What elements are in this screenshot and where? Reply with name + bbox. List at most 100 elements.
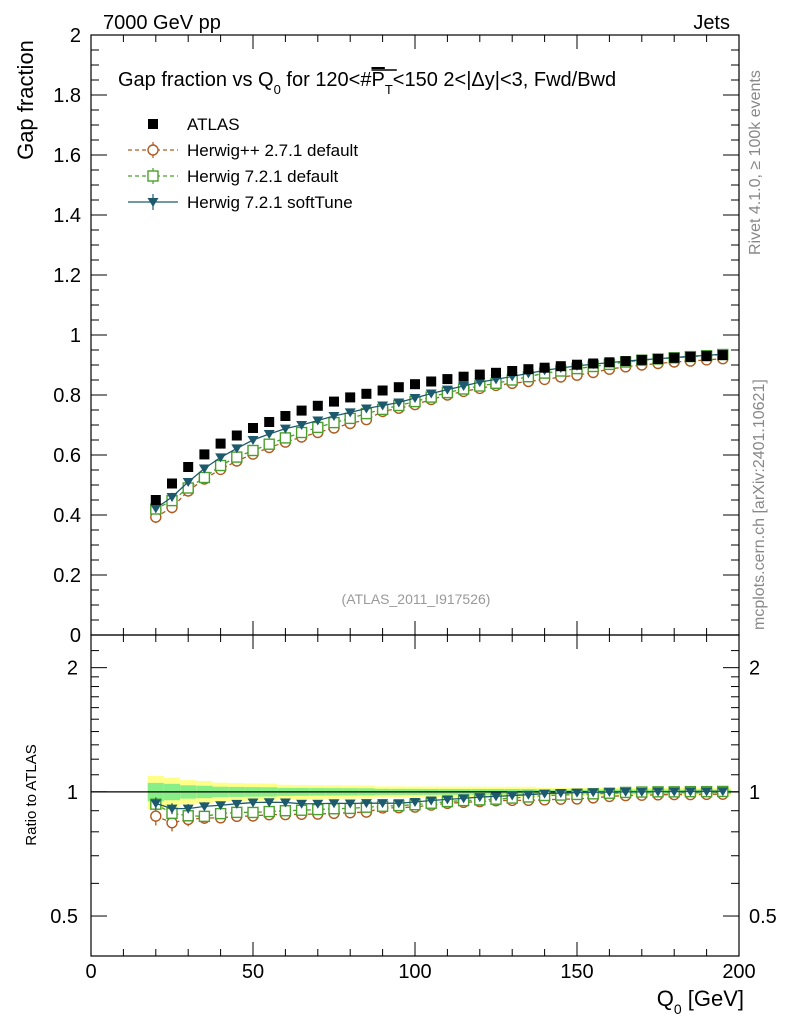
main-data-point [279,432,292,444]
x-tick-label: 100 [398,961,431,983]
main-data-point [279,424,291,434]
main-data-point [296,405,307,416]
ratio-data-point [198,802,210,812]
main-y-tick-label: 0.6 [53,445,81,467]
main-data-point [166,493,178,502]
ratio-data-point [247,798,259,808]
main-data-point [344,408,356,418]
main-y-tick-label: 0.4 [53,505,81,527]
main-data-point [458,382,470,391]
legend-marker [147,144,159,156]
main-data-point [215,438,226,449]
main-series-atlas [150,350,728,505]
main-data-point [474,369,485,380]
legend-entry: ATLAS [148,115,240,134]
main-data-point [507,366,518,376]
ratio-y-tick-label-right: 1 [749,782,760,804]
main-data-point [182,478,194,487]
ratio-data-point [312,799,324,809]
x-tick-label: 150 [560,961,593,983]
main-panel: 0.2 0.4 0.6 0.8 1 1.2 1.4 1.6 1.8 2 0 [53,25,739,647]
ratio-data-point [506,791,518,801]
main-data-point [604,357,615,368]
main-data-point [231,451,243,463]
ratio-data-point [393,799,405,809]
main-data-point [264,417,275,427]
ratio-y-tick-label: 1 [67,782,78,804]
ratio-y-tick-label: 0.5 [50,906,78,928]
ratio-data-point [296,799,308,809]
analysis-id-label: (ATLAS_2011_I917526) [342,591,491,607]
ratio-data-point [652,787,664,797]
main-data-point [198,464,210,474]
ratio-y-tick-label-right: 2 [749,658,760,680]
main-data-point [588,358,599,369]
ratio-y-tick-label: 2 [67,658,78,680]
main-data-point [572,359,582,370]
ratio-data-point [522,790,534,800]
main-data-point [717,350,728,361]
main-data-point [409,394,421,403]
ratio-data-point [198,810,211,823]
main-data-point [280,411,291,421]
rivet-version-label: Rivet 4.1.0, ≥ 100k events [747,70,764,255]
main-y-zero-label: 0 [70,625,81,647]
x-axis-label: Q0 [GeV] [657,986,744,1017]
legend-label: Herwig 7.2.1 softTune [187,193,353,212]
ratio-data-point [263,805,275,818]
main-data-point [474,378,486,388]
main-data-point [231,430,242,441]
legend-entry: Herwig 7.2.1 softTune [128,193,353,212]
legend-entry: Herwig 7.2.1 default [128,167,338,186]
main-data-point [361,388,372,399]
legend-label: Herwig 7.2.1 default [187,167,338,186]
ratio-data-point [360,799,372,809]
ratio-series-2 [150,787,729,815]
main-data-point [669,352,680,363]
ratio-data-point [166,804,178,814]
main-y-tick-label: 1 [70,325,81,347]
main-data-point [636,354,647,365]
ratio-data-point [231,806,243,819]
main-data-point [328,412,340,421]
x-tick-label: 0 [85,961,96,983]
legend: ATLAS Herwig++ 2.7.1 default Herwig 7.2.1 … [128,115,358,212]
main-data-point [393,398,405,408]
main-y-tick-label: 1.8 [53,85,81,107]
mcplots-reference-label: mcplots.cern.ch [arXiv:2401.10621] [751,379,768,630]
ratio-data-point [215,801,227,811]
ratio-data-point [279,798,291,808]
main-data-point [167,478,177,489]
main-data-point [247,444,259,457]
main-data-point [312,400,323,411]
main-y-tick-label: 1.2 [53,265,81,287]
main-data-point [685,351,696,362]
main-data-point [653,354,663,364]
main-data-point [150,495,161,505]
ratio-data-point [668,787,680,797]
ratio-data-point [684,787,696,797]
main-y-tick-label: 2 [70,25,81,47]
main-data-point [263,430,275,439]
main-data-point [360,404,372,414]
main-data-point [199,449,210,460]
main-data-point [263,438,275,450]
main-data-point [377,385,388,396]
ratio-data-point [603,788,615,798]
ratio-data-point [587,788,599,798]
ratio-data-point [441,795,453,805]
main-data-point [296,421,308,430]
main-data-point [701,351,712,361]
ratio-data-point [150,799,162,809]
pt-symbol: P [371,69,384,91]
legend-marker [147,170,159,182]
ratio-data-point [636,787,648,797]
main-data-point [620,356,631,367]
main-data-point [441,385,453,395]
main-data-point [442,374,453,385]
main-y-tick-label: 0.8 [53,385,81,407]
main-y-tick-label: 1.6 [53,145,81,167]
main-data-point [555,361,566,372]
ratio-data-point [701,787,713,797]
chart-title: Gap fraction vs Q0 for 120<#PT<150 2<|Δy… [118,69,616,97]
